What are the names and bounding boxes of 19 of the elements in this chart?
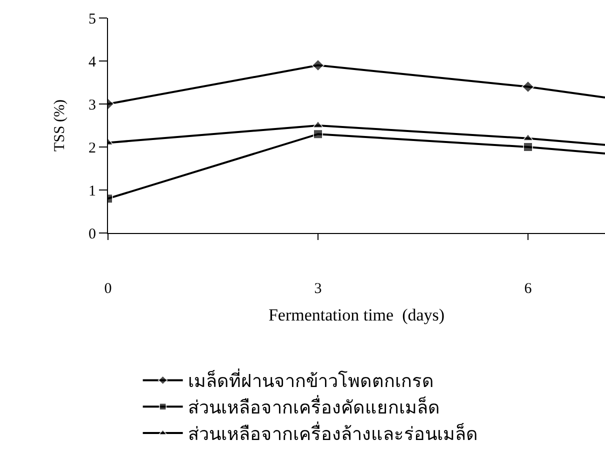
y-axis-title: TSS (%) <box>52 99 68 152</box>
x-axis-title: Fermentation time (days) <box>268 305 445 324</box>
y-tick-label: 3 <box>88 97 96 114</box>
point <box>522 80 534 94</box>
point <box>313 129 323 140</box>
x-tick-label: 0 <box>104 281 112 297</box>
y-tick-label: 5 <box>88 11 96 28</box>
y-tick-label: 2 <box>88 140 96 156</box>
point <box>523 142 533 152</box>
y-tick-label: 0 <box>88 226 96 242</box>
legend-label: ส่วนเหลือจากเครื่องคัดแยกเมล็ด <box>188 394 440 418</box>
y-tick-label: 4 <box>88 54 96 70</box>
y-tick-label: 1 <box>88 183 96 200</box>
legend-label: เมล็ดที่ฝานจากข้าวโพดตกเกรด <box>188 368 434 392</box>
point <box>312 58 324 72</box>
x-tick-label: 6 <box>524 281 532 297</box>
point <box>522 133 534 142</box>
x-tick-label: 3 <box>314 281 322 297</box>
legend-label: ส่วนเหลือจากเครื่องล้างและร่อนเมล็ด <box>188 421 478 444</box>
